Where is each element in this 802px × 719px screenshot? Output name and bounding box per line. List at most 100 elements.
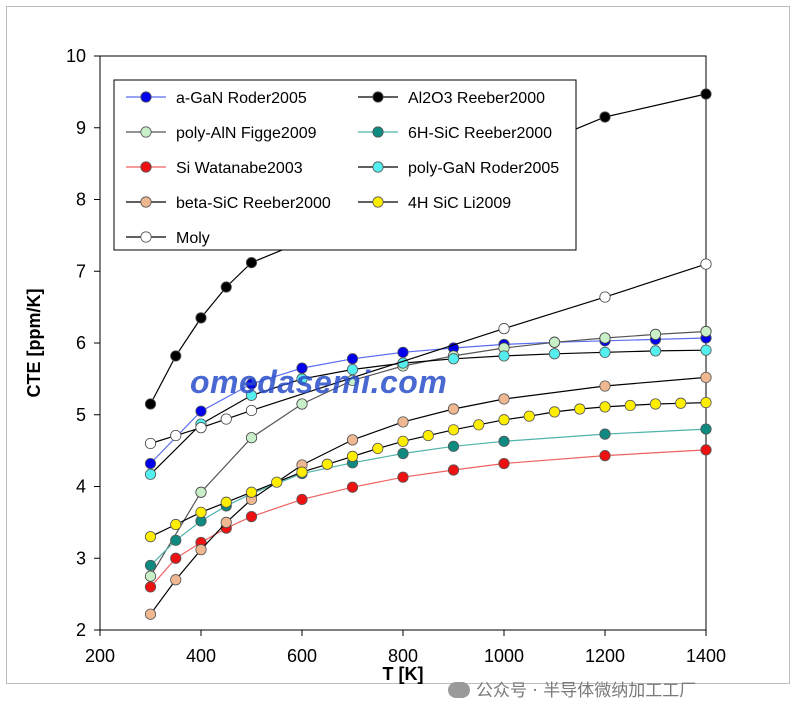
- watermark-text: omedasemi.com: [190, 364, 448, 400]
- y-tick-label: 10: [66, 46, 86, 66]
- data-point: [700, 344, 712, 356]
- legend-label: 4H SiC Li2009: [408, 195, 511, 212]
- data-point: [144, 468, 157, 480]
- series-8: [144, 396, 712, 543]
- legend-marker: [372, 91, 384, 103]
- data-point: [649, 398, 662, 410]
- x-tick-label: 200: [85, 646, 115, 666]
- y-tick-label: 8: [76, 190, 86, 210]
- series-7: [144, 371, 712, 620]
- footer-watermark: 公众号 · 半导体微纳加工工厂: [448, 676, 696, 701]
- data-point: [144, 581, 157, 593]
- data-point: [170, 534, 182, 546]
- data-point: [599, 346, 611, 358]
- x-tick-label: 400: [186, 646, 216, 666]
- x-tick-label: 600: [287, 646, 317, 666]
- data-point: [170, 518, 182, 531]
- data-point: [700, 325, 712, 338]
- x-tick-label: 1000: [484, 646, 524, 666]
- data-point: [346, 434, 359, 446]
- legend-label: Al2O3 Reeber2000: [408, 90, 545, 107]
- data-point: [220, 413, 232, 425]
- x-tick-label: 1400: [686, 646, 726, 666]
- data-point: [144, 457, 157, 470]
- data-point: [447, 403, 460, 415]
- data-point: [346, 450, 359, 462]
- data-point: [447, 440, 460, 452]
- data-point: [397, 447, 409, 460]
- data-point: [473, 419, 485, 431]
- data-point: [195, 486, 207, 498]
- legend-marker: [372, 161, 384, 173]
- data-point: [195, 506, 207, 518]
- data-point: [675, 397, 687, 409]
- legend-box: [113, 79, 577, 251]
- legend-item-6: poly-GaN Roder2005: [358, 160, 559, 177]
- footer-watermark-text: 公众号 · 半导体微纳加工工厂: [476, 681, 697, 701]
- data-point: [296, 373, 308, 385]
- data-point: [245, 389, 258, 401]
- y-tick-label: 6: [76, 333, 86, 353]
- data-point: [144, 570, 157, 582]
- data-point: [220, 281, 232, 293]
- data-point: [700, 371, 712, 384]
- legend-item-1: a-GaN Roder2005: [126, 90, 307, 107]
- y-axis-label: CTE [ppm/K]: [24, 289, 44, 398]
- legend-label: poly-AlN Figge2009: [176, 125, 317, 142]
- data-point: [321, 458, 333, 470]
- series-6: [144, 344, 712, 480]
- data-point: [346, 353, 359, 365]
- data-point: [195, 422, 207, 434]
- legend-marker: [372, 126, 384, 138]
- legend-label: poly-GaN Roder2005: [408, 160, 559, 177]
- data-point: [548, 406, 561, 418]
- data-point: [397, 346, 409, 358]
- series-2: [144, 88, 712, 410]
- data-point: [296, 466, 308, 478]
- data-point: [599, 291, 611, 303]
- data-point: [271, 476, 283, 488]
- y-tick-label: 7: [76, 261, 86, 281]
- data-point: [346, 481, 359, 493]
- data-point: [447, 464, 460, 476]
- legend-item-3: poly-AlN Figge2009: [126, 125, 317, 142]
- data-point: [397, 416, 409, 428]
- data-point: [144, 559, 157, 572]
- data-point: [144, 531, 157, 543]
- data-point: [574, 403, 586, 415]
- data-point: [245, 404, 258, 417]
- data-point: [498, 393, 510, 405]
- data-point: [245, 486, 258, 498]
- data-point: [170, 574, 182, 586]
- data-point: [447, 353, 460, 365]
- data-point: [245, 378, 258, 390]
- data-point: [548, 336, 561, 348]
- legend-label: beta-SiC Reeber2000: [176, 195, 331, 212]
- legend-label: Moly: [176, 230, 210, 247]
- x-tick-label: 800: [388, 646, 418, 666]
- data-point: [447, 424, 460, 436]
- legend-item-2: Al2O3 Reeber2000: [358, 90, 545, 107]
- data-point: [195, 544, 207, 556]
- legend-item-7: beta-SiC Reeber2000: [126, 195, 331, 212]
- legend-marker: [140, 161, 152, 173]
- data-point: [372, 442, 384, 455]
- legend-item-8: 4H SiC Li2009: [358, 195, 511, 212]
- data-point: [649, 328, 662, 340]
- wechat-icon: [448, 682, 470, 698]
- y-tick-label: 2: [76, 620, 86, 640]
- legend-item-4: 6H-SiC Reeber2000: [358, 125, 552, 142]
- data-point: [144, 608, 157, 620]
- legend-marker: [140, 91, 152, 103]
- y-tick-label: 3: [76, 548, 86, 568]
- data-point: [498, 435, 510, 447]
- data-point: [498, 350, 510, 362]
- data-point: [599, 428, 611, 440]
- data-point: [700, 88, 712, 100]
- data-point: [220, 496, 232, 508]
- y-tick-label: 4: [76, 477, 86, 497]
- x-axis-label: T [K]: [383, 664, 424, 684]
- legend: a-GaN Roder2005 Al2O3 Reeber2000 poly-AlN …: [113, 79, 577, 251]
- legend-item-9: Moly: [126, 230, 210, 247]
